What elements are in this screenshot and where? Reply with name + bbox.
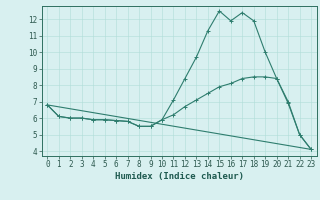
- X-axis label: Humidex (Indice chaleur): Humidex (Indice chaleur): [115, 172, 244, 181]
